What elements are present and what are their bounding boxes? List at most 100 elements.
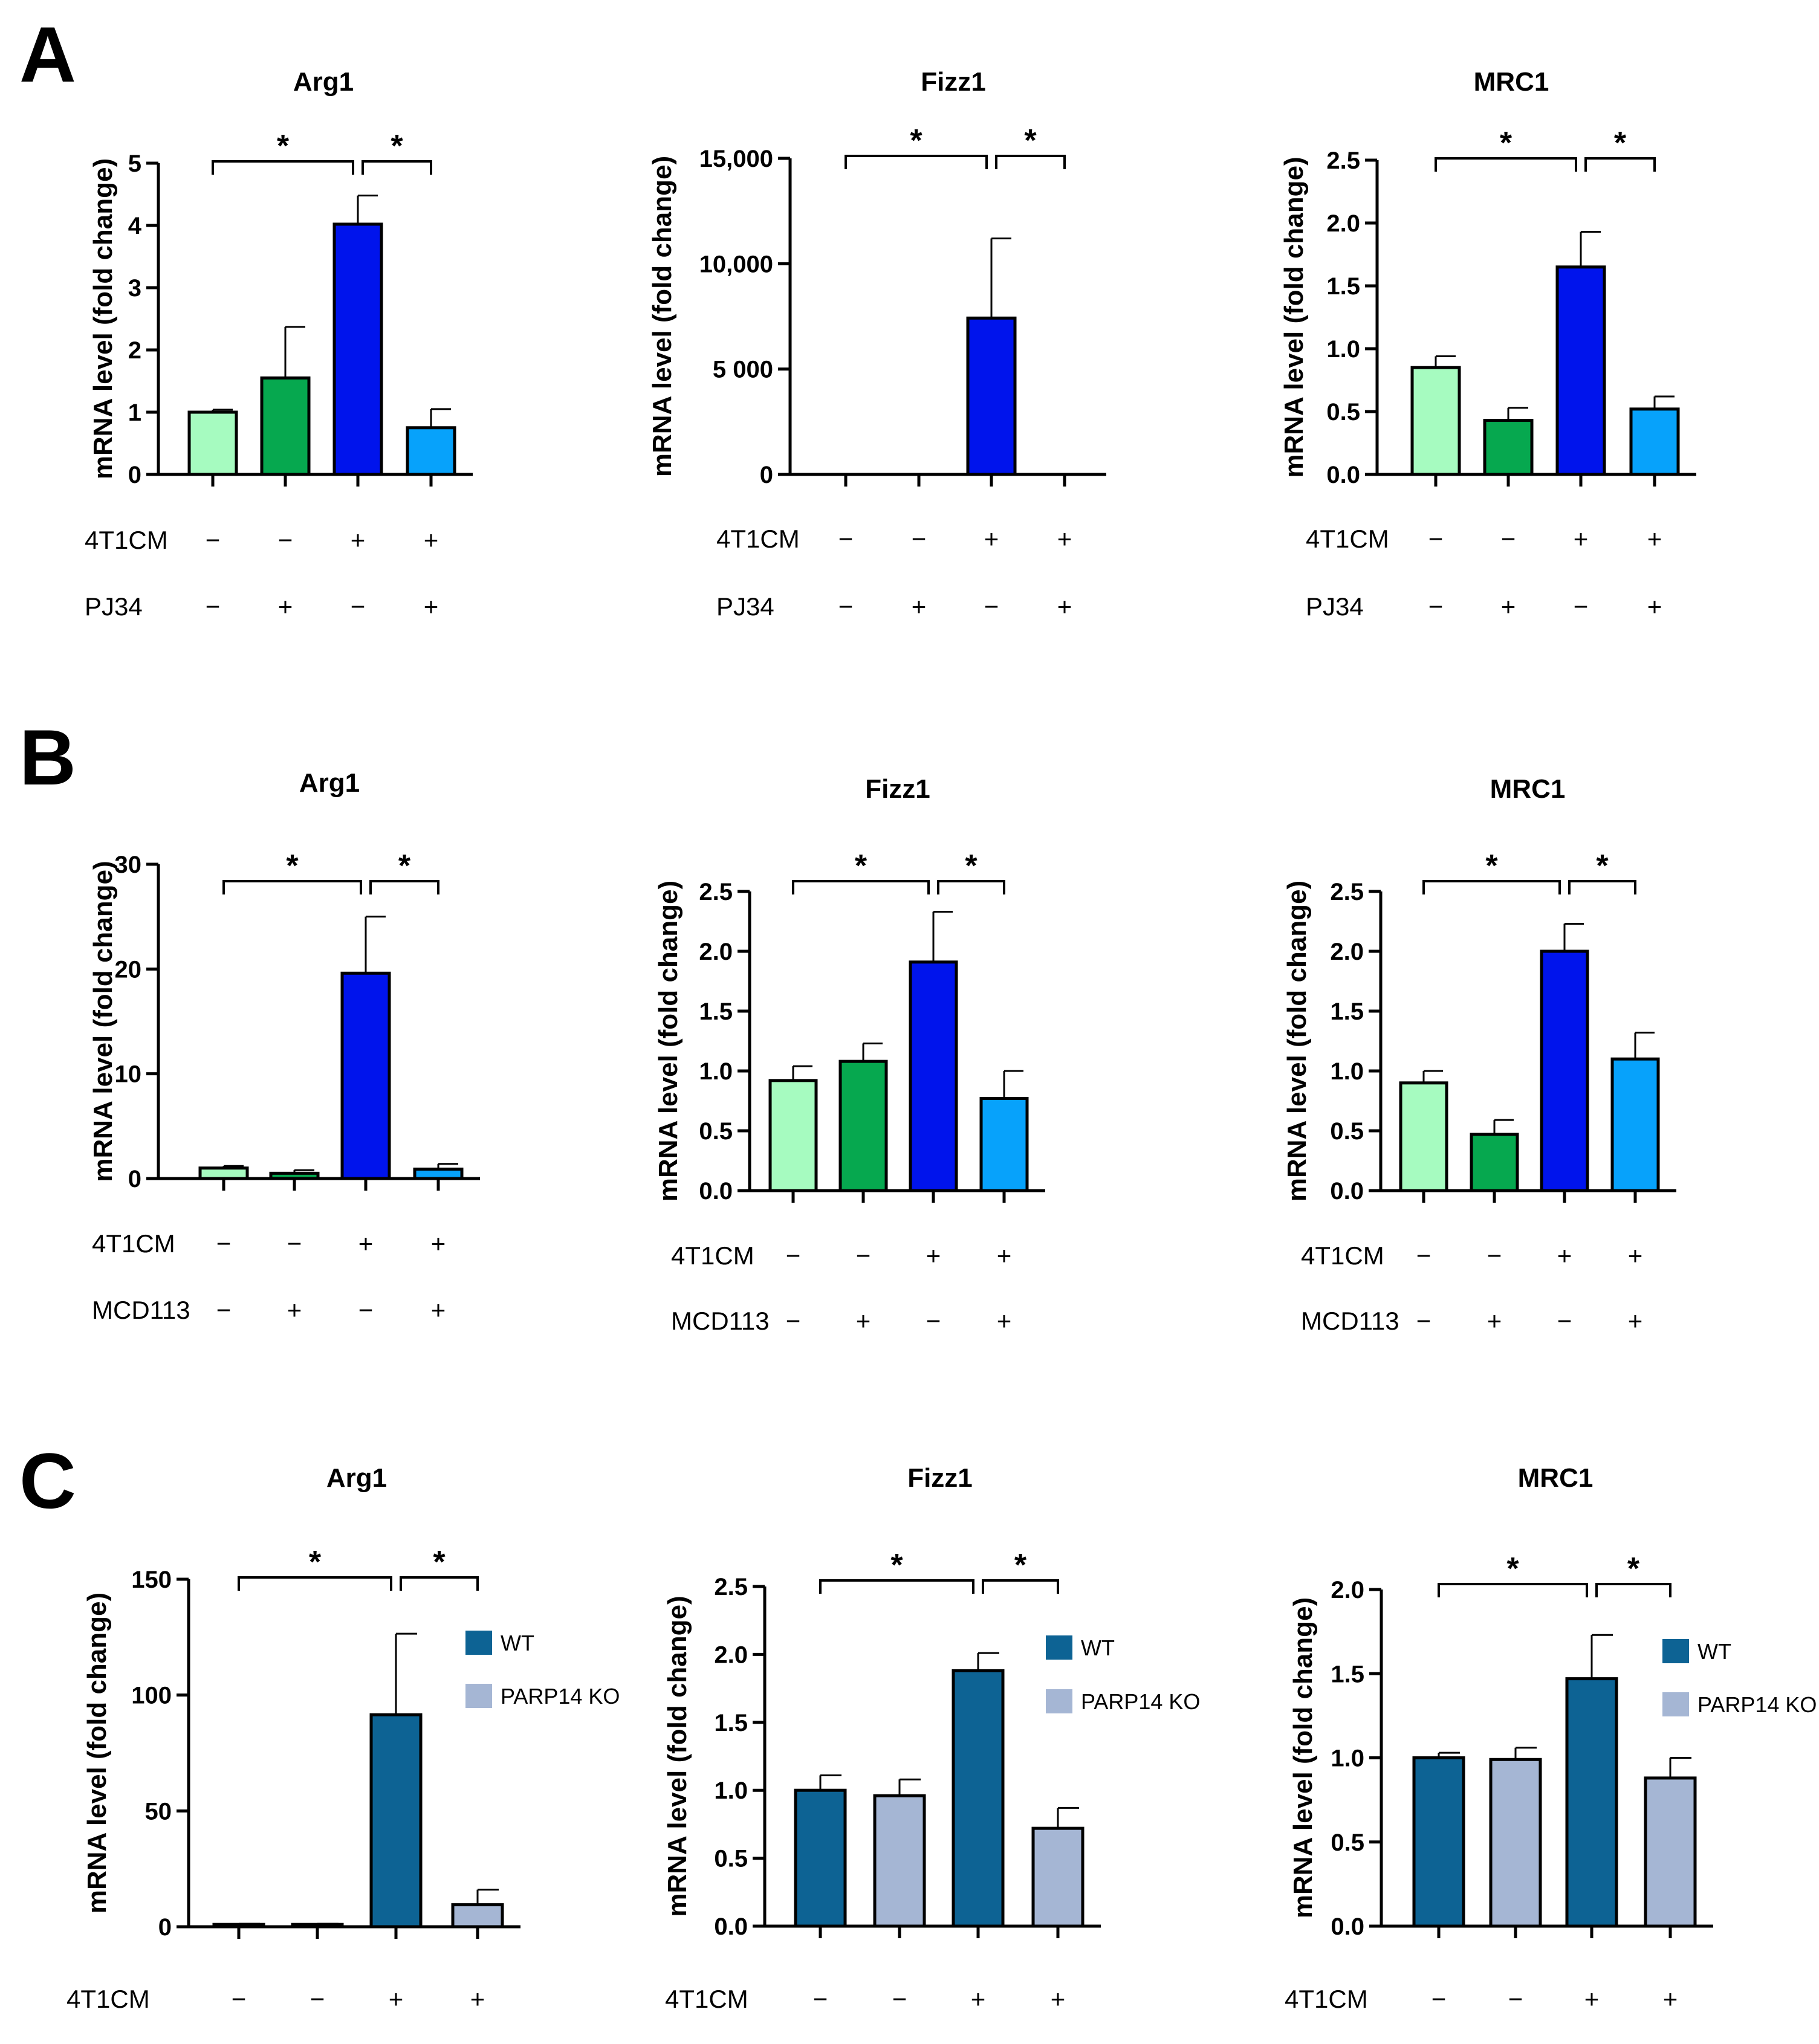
condition-mark: + — [997, 1307, 1012, 1335]
y-tick-label: 5 000 — [713, 357, 773, 383]
bar-2 — [1483, 419, 1534, 476]
condition-label: PJ34 — [1306, 592, 1364, 621]
bar-1 — [1410, 366, 1461, 476]
chart-c-arg1: Arg1 mRNA level (fold change) 0 50 100 150 * * 4… — [66, 1463, 620, 2013]
condition-mark: − — [310, 1985, 325, 2013]
y-tick-label: 0.5 — [1330, 1118, 1364, 1145]
y-tick-label: 2.0 — [699, 939, 733, 965]
y-tick-label: 4 — [128, 213, 142, 239]
significance-bracket — [369, 880, 439, 894]
bar-2 — [838, 1059, 888, 1192]
significance-bracket — [845, 155, 988, 169]
chart-a-arg1: Arg1 mRNA level (fold change) 0 1 2 3 4 5 * * 4T1C… — [85, 67, 473, 621]
condition-label: 4T1CM — [66, 1985, 150, 2013]
condition-label: 4T1CM — [1306, 525, 1389, 553]
significance-bracket — [1435, 157, 1577, 172]
significance-star: * — [1500, 126, 1513, 161]
panel-letter-c: C — [19, 1437, 76, 1525]
condition-mark: + — [984, 525, 999, 553]
y-tick-label: 20 — [115, 956, 142, 983]
bar-3 — [332, 222, 383, 476]
significance-bracket — [1438, 1583, 1588, 1597]
chart-a-fizz1: Fizz1 mRNA level (fold change) 0 5 000 10,00… — [647, 67, 1106, 621]
y-tick-label: 15,000 — [699, 146, 773, 172]
condition-mark: − — [287, 1229, 302, 1258]
legend-swatch — [1662, 1639, 1689, 1663]
condition-label: 4T1CM — [716, 525, 800, 553]
condition-mark: + — [1057, 525, 1072, 553]
condition-label: 4T1CM — [85, 526, 168, 554]
legend-label: WT — [501, 1631, 534, 1655]
legend-label: PARP14 KO — [501, 1684, 620, 1709]
y-axis-label: mRNA level (fold change) — [82, 1593, 112, 1913]
bar-2 — [291, 1923, 344, 1929]
condition-mark: + — [1663, 1985, 1678, 2013]
condition-mark: + — [997, 1241, 1012, 1270]
panel-letter-a: A — [19, 10, 76, 99]
chart-title: MRC1 — [1518, 1463, 1594, 1493]
condition-label: 4T1CM — [671, 1241, 754, 1270]
y-tick-label: 10,000 — [699, 251, 773, 277]
significance-star: * — [1485, 849, 1498, 884]
bar-4 — [1031, 1826, 1085, 1928]
chart-title: Arg1 — [293, 67, 354, 97]
y-tick-label: 0.5 — [714, 1846, 748, 1872]
bar-3 — [369, 1713, 423, 1929]
significance-bracket — [222, 880, 362, 894]
y-axis-label: mRNA level (fold change) — [1282, 881, 1312, 1201]
legend-swatch — [1046, 1635, 1072, 1660]
chart-title: Fizz1 — [865, 774, 930, 804]
bar-2 — [269, 1171, 320, 1180]
condition-mark: − — [232, 1985, 247, 2013]
y-tick-label: 3 — [128, 275, 141, 302]
bar-1 — [187, 410, 238, 476]
significance-bracket — [1422, 880, 1561, 894]
condition-mark: + — [424, 526, 439, 554]
significance-bracket — [1584, 157, 1656, 172]
bar-4 — [1610, 1057, 1660, 1192]
bar-3 — [966, 316, 1017, 476]
y-tick-label: 1.5 — [699, 998, 733, 1025]
condition-mark: − — [1487, 1241, 1502, 1270]
legend-swatch — [1046, 1689, 1072, 1713]
legend-swatch — [465, 1631, 492, 1655]
condition-mark: − — [1416, 1241, 1432, 1270]
condition-mark: + — [926, 1241, 941, 1270]
legend-swatch — [465, 1684, 492, 1708]
bar-2 — [1470, 1133, 1519, 1192]
legend-swatch — [1662, 1692, 1689, 1716]
condition-mark: + — [351, 526, 366, 554]
y-tick-label: 1.5 — [1326, 273, 1360, 300]
condition-mark: − — [1428, 592, 1444, 621]
condition-mark: + — [278, 592, 293, 621]
y-tick-label: 30 — [115, 852, 142, 878]
y-tick-label: 1.0 — [1326, 336, 1360, 363]
condition-mark: + — [1647, 592, 1662, 621]
y-tick-label: 0 — [128, 1166, 141, 1192]
bar-1 — [212, 1923, 265, 1929]
y-tick-label: 2.5 — [699, 879, 733, 905]
y-tick-label: 1 — [128, 399, 141, 426]
bar-4 — [1644, 1776, 1697, 1928]
condition-label: 4T1CM — [665, 1985, 748, 2013]
condition-label: PJ34 — [716, 592, 774, 621]
y-tick-label: 2.0 — [714, 1641, 748, 1668]
significance-bracket — [238, 1576, 392, 1591]
y-tick-label: 2.0 — [1326, 210, 1360, 237]
condition-mark: − — [206, 526, 221, 554]
chart-c-fizz1: Fizz1 mRNA level (fold change) 0.0 0.5 1.0 1.… — [663, 1463, 1200, 2013]
y-tick-label: 0.5 — [1326, 399, 1360, 425]
chart-title: MRC1 — [1490, 774, 1566, 804]
y-tick-label: 0.0 — [699, 1178, 733, 1205]
condition-mark: − — [1508, 1985, 1523, 2013]
legend-label: WT — [1081, 1635, 1115, 1660]
bar-3 — [952, 1669, 1005, 1928]
chart-b-arg1: Arg1 mRNA level (fold change) 0 10 20 30 * * 4T1… — [88, 768, 480, 1324]
condition-mark: + — [856, 1307, 871, 1335]
y-tick-label: 1.0 — [714, 1777, 748, 1804]
condition-mark: − — [838, 592, 854, 621]
bar-4 — [979, 1097, 1029, 1192]
bar-4 — [406, 426, 456, 476]
legend-label: PARP14 KO — [1697, 1692, 1817, 1717]
